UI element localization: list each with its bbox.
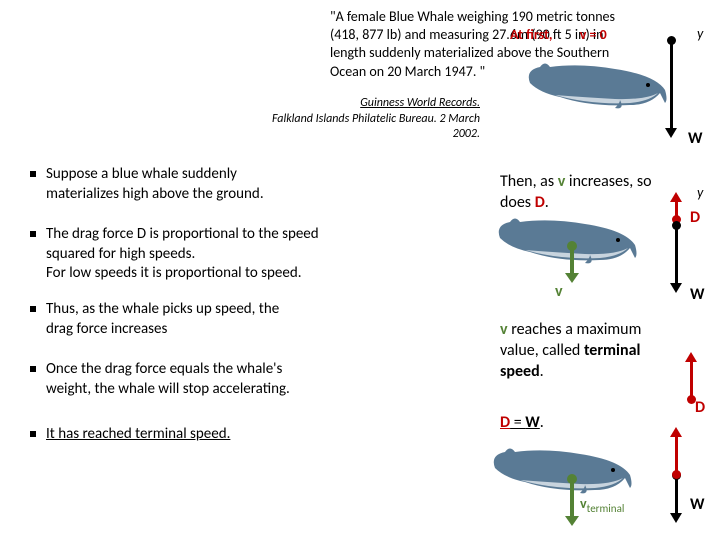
c1c: increases, so — [565, 172, 651, 191]
whale-2 — [490, 210, 640, 270]
d-label-2: D — [690, 208, 700, 227]
w-arrow-1 — [670, 40, 673, 130]
whale-3 — [485, 440, 635, 500]
v-arrow-2 — [570, 245, 574, 275]
b2c: For low speeds it is proportional to spe… — [46, 264, 301, 282]
d-arrow-2 — [675, 200, 678, 220]
bullet-4: Once the drag force equals the whale's w… — [30, 360, 290, 399]
caption-3: D = W. — [500, 413, 544, 434]
d-label-3: D — [695, 398, 705, 417]
c2f: . — [540, 362, 544, 381]
c1a: Then, as — [500, 172, 558, 191]
bullet-icon — [30, 431, 36, 437]
bullet-1: Suppose a blue whale suddenly materializ… — [30, 165, 264, 204]
w-arrow-3 — [675, 475, 678, 515]
vterm-v: v — [580, 495, 587, 512]
overlay-text2: v = 0 — [580, 26, 607, 43]
vterm-sub: terminal — [587, 502, 625, 515]
whale-1 — [520, 55, 670, 115]
bullet-2: The drag force D is proportional to the … — [30, 225, 319, 284]
quote-l2a: (418, 877 lb) and measuring — [330, 26, 492, 43]
citation-l1: Guinness World Records. — [250, 96, 480, 112]
bullet-icon — [30, 366, 36, 372]
b5: It has reached terminal speed. — [46, 425, 230, 443]
y-label-1: y — [697, 25, 703, 42]
b4a: Once the drag force equals the whale's — [46, 360, 282, 378]
vterm-label: vterminal — [580, 495, 624, 515]
whale-icon — [520, 55, 670, 115]
bullet-icon — [30, 171, 36, 177]
citation-l2: Falkland Islands Philatelic Bureau. 2 Ma… — [250, 112, 480, 143]
d-arrow-4 — [675, 435, 678, 475]
w-label-3: W — [690, 495, 705, 514]
b3b: drag force increases — [46, 320, 167, 338]
c1f: . — [545, 193, 549, 212]
overlay-at-first: At first, v = 0 — [510, 26, 607, 44]
c2d: terminal — [584, 341, 640, 360]
bullet-icon — [30, 231, 36, 237]
citation: Guinness World Records. Falkland Islands… — [250, 96, 480, 143]
c1e: D — [535, 193, 545, 212]
overlay-text1: At first, — [510, 26, 553, 43]
b4b: weight, the whale will stop accelerating… — [46, 380, 290, 398]
quote-line1: "A female Blue Whale weighing 190 metric… — [330, 8, 690, 26]
bullet-3: Thus, as the whale picks up speed, the d… — [30, 300, 279, 339]
v-arrow-3 — [570, 478, 574, 518]
bullet-5: It has reached terminal speed. — [30, 425, 230, 445]
bullet-icon — [30, 306, 36, 312]
whale-icon — [485, 440, 635, 500]
b3a: Thus, as the whale picks up speed, the — [46, 300, 279, 318]
c1d: does — [500, 193, 535, 212]
c2b: reaches a maximum — [508, 320, 642, 339]
w-arrow-2 — [675, 225, 678, 285]
c3d: . — [540, 413, 544, 432]
d-arrow-3 — [690, 360, 693, 400]
b2a: The drag force D is proportional to the … — [46, 225, 319, 243]
c2c: value, called — [500, 341, 584, 360]
w-label-2: W — [690, 285, 705, 304]
b2b: squared for high speeds. — [46, 245, 195, 263]
c3c: W — [525, 413, 540, 432]
w-label-1: W — [688, 129, 703, 148]
c2e: speed — [500, 362, 540, 381]
v-label-2: v — [555, 282, 563, 301]
whale-icon — [490, 210, 640, 270]
c3a: D — [500, 413, 510, 432]
b1b: materializes high above the ground. — [46, 185, 264, 203]
caption-2: v reaches a maximum value, called termin… — [500, 320, 700, 382]
y-label-2: y — [697, 184, 703, 201]
c3b: = — [510, 413, 525, 432]
b1a: Suppose a blue whale suddenly — [46, 165, 237, 183]
c2a: v — [500, 320, 508, 339]
